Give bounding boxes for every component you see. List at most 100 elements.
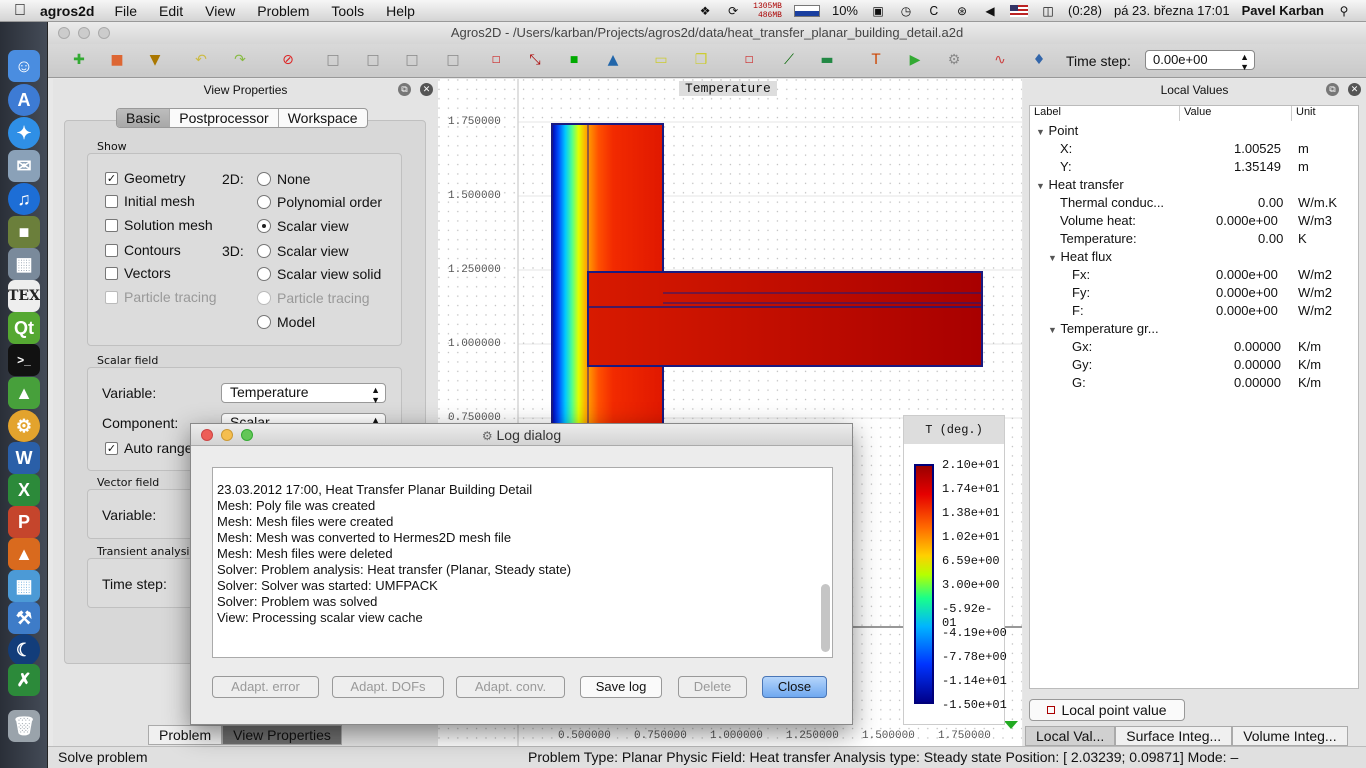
powerpoint-icon[interactable]: P: [8, 506, 40, 538]
tree-row[interactable]: ▼ Temperature gr...: [1048, 321, 1159, 336]
particle-tracing-checkbox[interactable]: Particle tracing: [105, 289, 217, 305]
column-header-unit[interactable]: Unit: [1296, 106, 1316, 118]
app-store-icon[interactable]: A: [8, 84, 40, 116]
log-textarea[interactable]: 23.03.2012 17:00, Heat Transfer Planar B…: [212, 467, 833, 658]
slab-region[interactable]: [587, 271, 983, 367]
itunes-icon[interactable]: ♫: [8, 183, 40, 215]
apple-icon[interactable]: : [0, 2, 40, 20]
menu-help[interactable]: Help: [386, 2, 415, 19]
delete-button[interactable]: Delete: [678, 676, 747, 698]
safari-icon[interactable]: ✦: [8, 117, 40, 149]
expand-arrow-icon[interactable]: ▼: [1036, 181, 1045, 191]
stop-icon[interactable]: ⊘: [282, 52, 294, 68]
variable-select[interactable]: Temperature ▲ ▼: [221, 383, 386, 405]
python-icon[interactable]: ♦: [1032, 52, 1046, 68]
radio-2d-scalar-view[interactable]: Scalar view: [257, 218, 349, 234]
sync-icon[interactable]: ⟳: [728, 3, 739, 18]
matlab-icon[interactable]: ▲: [8, 538, 40, 570]
tab-basic[interactable]: Basic: [117, 109, 171, 127]
zoom-dialog-button[interactable]: [241, 429, 253, 441]
contours-checkbox[interactable]: Contours: [105, 242, 181, 258]
postprocessor-line-icon[interactable]: ⟋: [784, 52, 794, 68]
tree-row[interactable]: ▼ Point: [1036, 123, 1078, 138]
tab-problem[interactable]: Problem: [148, 725, 223, 745]
tab-workspace[interactable]: Workspace: [287, 110, 358, 126]
dropbox-icon[interactable]: ❖: [699, 3, 711, 18]
chart-icon[interactable]: ∿: [994, 52, 1006, 68]
close-button[interactable]: Close: [762, 676, 827, 698]
clock[interactable]: pá 23. března 17:01: [1113, 3, 1230, 18]
close-dialog-button[interactable]: [201, 429, 213, 441]
zoom-in-icon[interactable]: □: [366, 52, 380, 68]
tab-postprocessor[interactable]: Postprocessor: [170, 109, 279, 127]
new-file-icon[interactable]: ✚: [73, 52, 85, 68]
float-panel-icon[interactable]: ⧉: [1326, 83, 1339, 96]
memory-monitor[interactable]: 1305MB 486MB: [753, 2, 782, 20]
input-source-flag-icon[interactable]: [1010, 4, 1028, 17]
expand-arrow-icon[interactable]: ▼: [1036, 127, 1045, 137]
zoom-window-button[interactable]: [98, 27, 110, 39]
expand-arrow-icon[interactable]: ▼: [1048, 325, 1057, 335]
tex-icon[interactable]: TEX: [8, 280, 40, 312]
bluetooth-icon[interactable]: Ꮯ: [929, 3, 939, 18]
word-icon[interactable]: W: [8, 442, 40, 474]
menu-file[interactable]: File: [114, 2, 138, 19]
cpu-usage[interactable]: 10%: [831, 3, 858, 18]
iphoto-icon[interactable]: ■: [8, 216, 40, 248]
redo-icon[interactable]: ↷: [234, 52, 246, 68]
open-folder-icon[interactable]: ■: [110, 52, 124, 68]
menu-tools[interactable]: Tools: [331, 2, 365, 19]
radio-3d-scalar-view[interactable]: Scalar view: [257, 243, 349, 259]
time-step-select[interactable]: 0.00e+00 ▲ ▼: [1145, 50, 1255, 72]
radio-3d-particle-tracing[interactable]: Particle tracing: [257, 290, 370, 306]
postprocessor-surface-icon[interactable]: ▬: [820, 52, 834, 68]
auto-range-checkbox[interactable]: ✓ Auto range: [105, 440, 193, 456]
group-select-icon[interactable]: ❒: [694, 52, 708, 68]
xcode-icon[interactable]: ⚒: [8, 602, 40, 634]
postprocessor-point-icon[interactable]: □: [744, 55, 754, 65]
agros-dock-icon[interactable]: ✗: [8, 664, 40, 696]
menu-edit[interactable]: Edit: [159, 2, 184, 19]
close-window-button[interactable]: [58, 27, 70, 39]
battery-icon[interactable]: ◫: [1042, 3, 1054, 18]
log-scrollbar[interactable]: [821, 584, 830, 652]
menu-view[interactable]: View: [205, 2, 236, 19]
undo-icon[interactable]: ↶: [195, 52, 207, 68]
solution-mesh-checkbox[interactable]: Solution mesh: [105, 217, 213, 233]
tab-volume-integrals[interactable]: Volume Integ...: [1232, 726, 1348, 746]
wifi-icon[interactable]: ⊛: [956, 3, 968, 18]
save-icon[interactable]: ▼: [149, 52, 161, 68]
options-gear-icon[interactable]: ⚙: [947, 52, 961, 68]
battery-time[interactable]: (0:28): [1068, 3, 1102, 18]
menu-problem[interactable]: Problem: [257, 2, 310, 19]
adapt-error-button[interactable]: Adapt. error: [212, 676, 319, 698]
android-icon[interactable]: ▲: [8, 377, 40, 409]
minimize-window-button[interactable]: [78, 27, 90, 39]
app-menu[interactable]: agros2d: [40, 2, 95, 19]
volume-icon[interactable]: ◀: [985, 3, 995, 18]
select-region-icon[interactable]: ▭: [654, 52, 668, 68]
spotlight-search-icon[interactable]: ⚲: [1339, 3, 1349, 18]
edge-mode-icon[interactable]: ⤡: [529, 52, 541, 68]
adapt-conv-button[interactable]: Adapt. conv.: [456, 676, 565, 698]
radio-3d-model[interactable]: Model: [257, 314, 315, 330]
radio-3d-scalar-view-solid[interactable]: Scalar view solid: [257, 266, 381, 282]
minimize-dialog-button[interactable]: [221, 429, 233, 441]
close-panel-icon[interactable]: ✕: [420, 83, 433, 96]
display-icon[interactable]: ▣: [872, 3, 884, 18]
text-chart-icon[interactable]: T: [871, 52, 881, 68]
terminal-icon[interactable]: >_: [8, 344, 40, 376]
radio-2d-polynomial-order[interactable]: Polynomial order: [257, 194, 382, 210]
excel-icon[interactable]: X: [8, 474, 40, 506]
finder-icon[interactable]: ☺: [8, 50, 40, 82]
zoom-region-icon[interactable]: □: [446, 52, 460, 68]
node-mode-icon[interactable]: □: [491, 55, 501, 65]
qt-creator-icon[interactable]: Qt: [8, 312, 40, 344]
settings-app-icon[interactable]: ⚙: [8, 410, 40, 442]
tree-row[interactable]: ▼ Heat transfer: [1036, 177, 1124, 192]
label-mode-icon[interactable]: ■: [569, 55, 579, 65]
virtualbox-icon[interactable]: ▦: [8, 570, 40, 602]
cpu-graph-icon[interactable]: [793, 4, 820, 17]
column-header-label[interactable]: Label: [1030, 106, 1180, 121]
vectors-checkbox[interactable]: Vectors: [105, 265, 171, 281]
